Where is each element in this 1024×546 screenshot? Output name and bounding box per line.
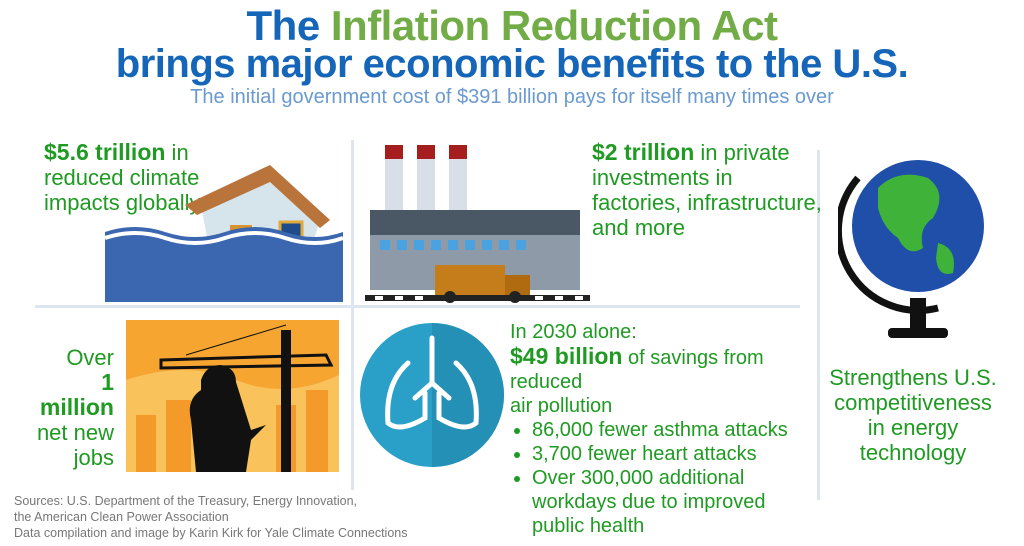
competitiveness-text: Strengthens U.S. competitiveness in ener… (829, 365, 997, 465)
factory-illustration (365, 145, 590, 303)
jobs-amount: 1 million (39, 369, 114, 420)
text: and more (592, 215, 685, 240)
investment-text: $2 trillion in private investments in fa… (592, 139, 822, 241)
title-the: The (246, 2, 331, 49)
list-item: Over 300,000 additional workdays due to … (532, 466, 810, 538)
text: reduced climate (44, 165, 200, 190)
text: net new (36, 420, 114, 445)
text: Data compilation and image by Karin Kirk… (14, 526, 408, 540)
list-item: 86,000 fewer asthma attacks (532, 418, 810, 442)
text: In 2030 alone: (510, 321, 637, 343)
globe-icon (838, 160, 984, 338)
text: impacts globally (44, 190, 201, 215)
text: jobs (73, 445, 114, 470)
title-line2: brings major economic benefits to the U.… (115, 42, 909, 86)
health-bullets: 86,000 fewer asthma attacks 3,700 fewer … (510, 418, 810, 538)
health-text: In 2030 alone: $49 billion of savings fr… (510, 320, 810, 538)
construction-worker-illustration (126, 320, 339, 472)
text: in (165, 140, 189, 165)
vertical-divider (351, 140, 354, 490)
title-line1: The Inflation Reduction Act (0, 2, 1024, 50)
sources: Sources: U.S. Department of the Treasury… (14, 493, 407, 541)
climate-text: $5.6 trillion in reduced climate impacts… (44, 139, 201, 216)
horizontal-divider (35, 305, 800, 308)
text: the American Clean Power Association (14, 510, 229, 524)
title-act-name: Inflation Reduction Act (330, 2, 778, 49)
flooded-house-illustration (105, 165, 343, 302)
subtitle: The initial government cost of $391 bill… (190, 86, 834, 108)
text: air pollution (510, 395, 613, 417)
text: Over (66, 345, 114, 370)
text: of savings from reduced (510, 347, 764, 393)
text: investments in (592, 165, 733, 190)
investment-amount: $2 trillion (592, 139, 695, 165)
lungs-icon (360, 323, 504, 467)
text: Sources: U.S. Department of the Treasury… (14, 494, 357, 508)
text: in private (694, 140, 790, 165)
text: factories, infrastructure, (592, 190, 822, 215)
climate-amount: $5.6 trillion (44, 139, 166, 165)
list-item: 3,700 fewer heart attacks (532, 442, 810, 466)
savings-amount: $49 billion (510, 343, 623, 369)
vertical-divider (817, 150, 820, 500)
jobs-text: Over 1 million net new jobs (30, 345, 114, 470)
